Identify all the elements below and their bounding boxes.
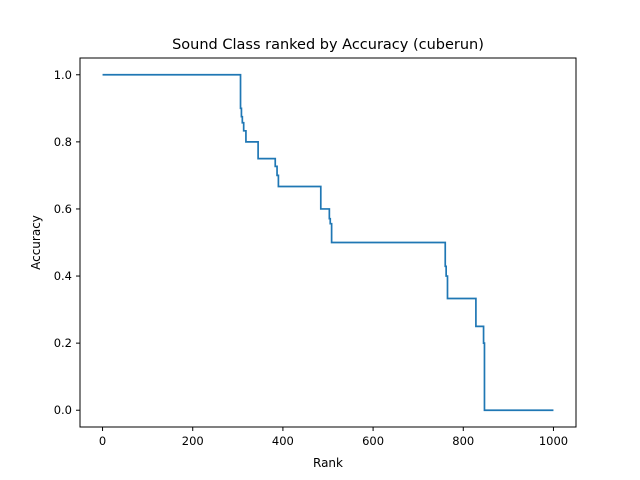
x-tick-label: 600 bbox=[362, 434, 384, 448]
plot-frame bbox=[79, 57, 577, 428]
y-axis: 0.0 0.2 0.4 0.6 0.8 1.0 bbox=[54, 68, 80, 417]
y-tick-label: 0.2 bbox=[54, 336, 72, 350]
y-tick-label: 0.6 bbox=[54, 202, 72, 216]
y-tick-label: 0.8 bbox=[54, 135, 72, 149]
x-axis: 0 200 400 600 800 1000 bbox=[99, 427, 568, 448]
y-tick-label: 0.4 bbox=[54, 269, 72, 283]
x-tick-label: 200 bbox=[182, 434, 204, 448]
plot-area bbox=[102, 73, 554, 412]
x-tick-label: 1000 bbox=[539, 434, 568, 448]
x-tick-label: 800 bbox=[452, 434, 474, 448]
series-line-0 bbox=[102, 73, 554, 412]
y-axis-label: Accuracy bbox=[29, 215, 43, 270]
x-axis-label: Rank bbox=[313, 456, 343, 470]
y-tick-label: 1.0 bbox=[54, 68, 72, 82]
x-tick-label: 400 bbox=[272, 434, 294, 448]
x-tick-label: 0 bbox=[99, 434, 106, 448]
chart-title: Sound Class ranked by Accuracy (cuberun) bbox=[172, 37, 484, 53]
y-tick-label: 0.0 bbox=[54, 403, 72, 417]
